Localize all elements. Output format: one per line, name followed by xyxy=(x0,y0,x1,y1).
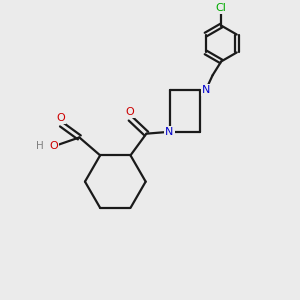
Text: N: N xyxy=(165,127,174,137)
Text: O: O xyxy=(49,141,58,151)
Text: H: H xyxy=(36,141,43,151)
Text: O: O xyxy=(56,113,65,123)
Text: N: N xyxy=(201,85,210,95)
Text: O: O xyxy=(125,107,134,117)
Text: Cl: Cl xyxy=(216,3,227,13)
